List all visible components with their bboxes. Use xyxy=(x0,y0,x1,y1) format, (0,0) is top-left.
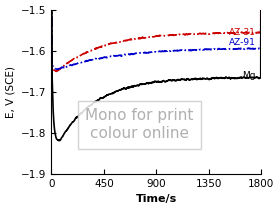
Text: AZ-31: AZ-31 xyxy=(228,28,255,37)
X-axis label: Time/s: Time/s xyxy=(136,194,177,205)
Y-axis label: E, V (SCE): E, V (SCE) xyxy=(6,66,16,118)
Text: Mono for print
colour online: Mono for print colour online xyxy=(85,109,194,141)
Text: AZ-91: AZ-91 xyxy=(228,38,255,47)
Text: Mg: Mg xyxy=(242,71,255,80)
